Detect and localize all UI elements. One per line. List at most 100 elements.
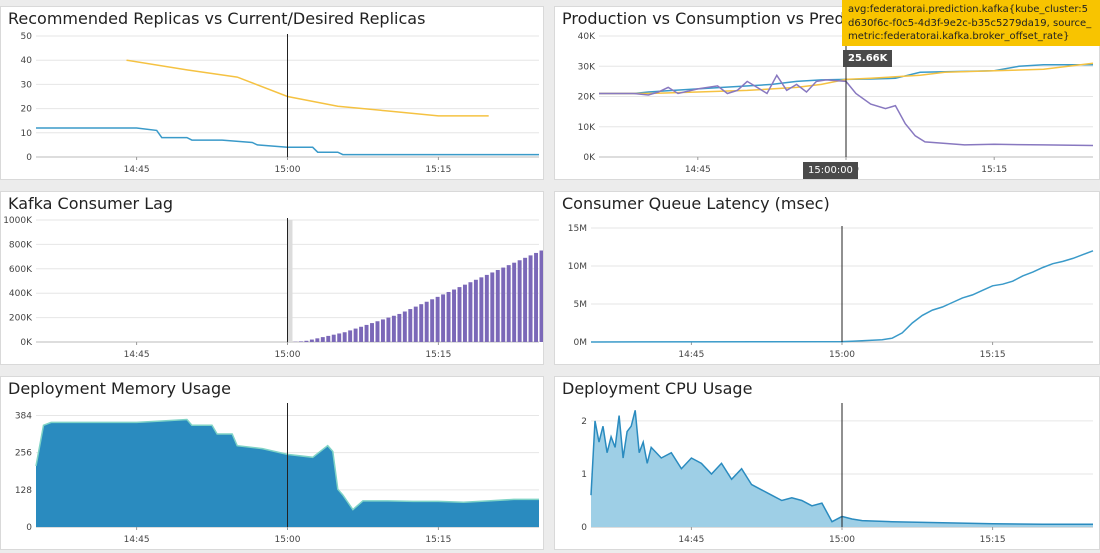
bar [353, 328, 358, 342]
bar [462, 284, 467, 342]
series-line [599, 62, 1094, 95]
y-tick-label: 0K [583, 153, 596, 163]
bar [446, 291, 451, 342]
bar [495, 270, 500, 342]
bar [534, 252, 539, 342]
x-tick-label: 15:15 [425, 350, 451, 360]
bar [413, 306, 418, 342]
value-badge: 25.66K [843, 50, 893, 67]
x-tick-label: 15:00 [275, 165, 301, 175]
bar [380, 319, 385, 342]
y-tick-label: 50 [21, 32, 33, 42]
x-tick-label: 15:15 [425, 165, 451, 175]
series-line [599, 73, 1094, 147]
y-tick-label: 10 [21, 129, 33, 139]
bar [473, 279, 478, 342]
bar [402, 311, 407, 342]
y-tick-label: 1000K [3, 216, 33, 226]
bar [348, 330, 353, 342]
y-tick-label: 30 [21, 80, 33, 90]
bar [370, 323, 374, 342]
x-tick-label: 15:15 [980, 350, 1006, 360]
panel-deployment-cpu: Deployment CPU Usage 0 1 2 14:45 15:00 15:15 [554, 376, 1100, 550]
x-tick-label: 14:45 [685, 165, 711, 175]
panel-production-consumption: Production vs Consumption vs Prediction … [554, 6, 1100, 180]
bar [391, 315, 396, 342]
bar [298, 341, 303, 342]
series-line [35, 418, 539, 511]
x-tick-label: 15:15 [425, 535, 451, 545]
consumer-lag-chart[interactable]: 0K 200K 400K 600K 800K 1000K 14:45 15:00 15:15 [1, 192, 544, 365]
bar [523, 257, 528, 342]
bar [452, 289, 456, 342]
y-tick-label: 384 [15, 411, 32, 421]
y-tick-label: 128 [15, 486, 32, 496]
y-tick-label: 800K [9, 240, 33, 250]
y-tick-label: 200K [9, 314, 33, 324]
panel-kafka-consumer-lag: Kafka Consumer Lag 0K 200K 400K 600K 800K 100… [0, 191, 544, 365]
panel-deployment-memory: Deployment Memory Usage 0 128 256 384 14:45 1… [0, 376, 544, 550]
bar [424, 301, 429, 342]
y-tick-label: 5M [574, 300, 588, 310]
bar [506, 265, 511, 342]
y-tick-label: 0 [26, 523, 32, 533]
bar [501, 267, 506, 342]
y-tick-label: 600K [9, 265, 33, 275]
panel-title: Kafka Consumer Lag [8, 194, 174, 213]
bar [364, 324, 369, 342]
bar [397, 313, 402, 342]
y-tick-label: 0M [574, 338, 588, 348]
series-line [36, 127, 539, 156]
y-tick-label: 1 [581, 470, 587, 480]
bar [408, 309, 413, 342]
bar [337, 333, 342, 342]
y-tick-label: 10M [568, 262, 587, 272]
x-tick-label: 15:15 [980, 535, 1006, 545]
panel-title: Deployment Memory Usage [8, 379, 231, 398]
panel-title: Production vs Consumption vs Prediction [562, 9, 889, 28]
x-tick-label: 15:15 [981, 165, 1007, 175]
queue-latency-chart[interactable]: 0M 5M 10M 15M 14:45 15:00 15:15 [555, 192, 1100, 365]
y-tick-label: 30K [578, 62, 596, 72]
time-badge: 15:00:00 [803, 162, 858, 179]
y-tick-label: 2 [581, 417, 587, 427]
bar [304, 340, 309, 342]
bar [479, 277, 484, 342]
tooltip-line: avg:federatorai.prediction.kafka{kube_cl… [848, 4, 1089, 15]
y-tick-label: 400K [9, 289, 33, 299]
y-tick-label: 20K [578, 93, 596, 103]
bar [331, 334, 336, 342]
y-tick-label: 15M [568, 224, 587, 234]
bar [359, 326, 364, 342]
bar [490, 272, 495, 342]
bar [320, 337, 325, 342]
panel-title: Consumer Queue Latency (msec) [562, 194, 830, 213]
panel-title: Deployment CPU Usage [562, 379, 753, 398]
y-tick-label: 0K [20, 338, 33, 348]
x-tick-label: 14:45 [124, 535, 150, 545]
series-line [590, 250, 1094, 343]
hover-column [287, 220, 293, 342]
bar [441, 294, 446, 342]
series-line [126, 59, 489, 117]
tooltip-line: d630f6c-f0c5-4d3f-9e2c-b35c5279da19, sou… [848, 17, 1092, 29]
x-tick-label: 15:00 [829, 350, 855, 360]
bar [326, 335, 331, 342]
bar [457, 287, 462, 342]
y-tick-label: 0 [26, 153, 32, 163]
bar [419, 304, 424, 342]
y-tick-label: 20 [21, 105, 33, 115]
bar [539, 250, 543, 342]
replicas-chart[interactable]: 0 10 20 30 40 50 14:45 15:00 15:15 [1, 7, 544, 180]
y-tick-label: 40K [578, 32, 596, 42]
bar [484, 274, 489, 342]
series-area [591, 410, 1093, 527]
memory-usage-chart[interactable]: 0 128 256 384 14:45 15:00 15:15 [1, 377, 544, 550]
panel-title: Recommended Replicas vs Current/Desired … [8, 9, 426, 28]
bar [528, 255, 533, 342]
bar [430, 299, 435, 342]
cpu-usage-chart[interactable]: 0 1 2 14:45 15:00 15:15 [555, 377, 1100, 550]
series-tooltip: avg:federatorai.prediction.kafka{kube_cl… [842, 0, 1100, 46]
bar [309, 339, 314, 342]
